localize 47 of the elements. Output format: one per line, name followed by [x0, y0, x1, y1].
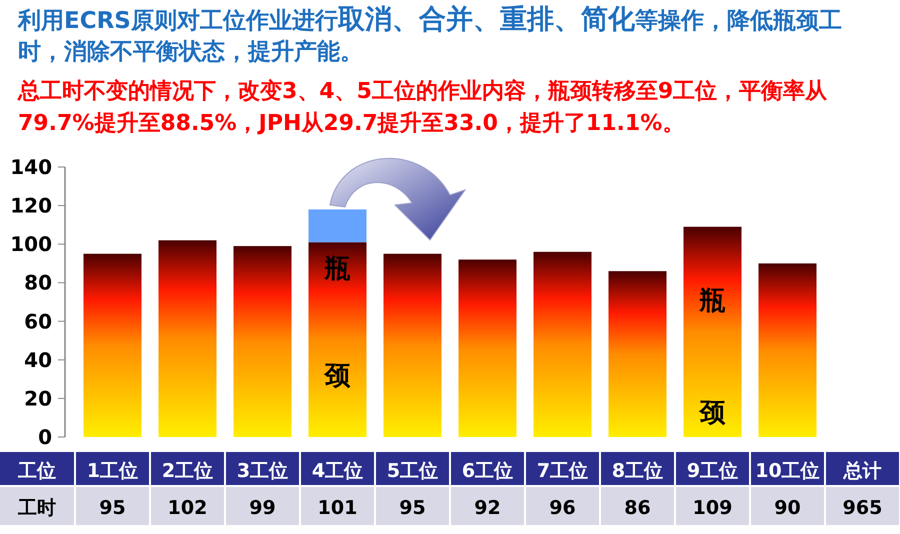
bar [684, 226, 742, 437]
text: 总计 [844, 460, 882, 482]
bar [384, 254, 442, 437]
y-tick-label: 140 [10, 155, 52, 179]
x-tick-label: 4工位 [312, 460, 364, 482]
chart-subtitle: 总工时不变的情况下，改变3、4、5工位的作业内容，瓶颈转移至9工位，平衡率从79.7%提升至88.5%，JPH从29.7提升至33.0，提升了11.1%。 [18, 78, 828, 138]
text: 965 [842, 497, 882, 519]
data-label: 109 [692, 497, 732, 519]
data-label: 95 [399, 497, 426, 519]
y-axis-title: 工时 [17, 497, 56, 519]
x-tick-label: 9工位 [686, 460, 738, 482]
annotation: 颈 [324, 361, 350, 391]
data-label: 96 [549, 497, 576, 519]
x-axis-title: 工位 [17, 460, 56, 482]
y-tick-label: 0 [38, 425, 52, 449]
x-tick-label: 5工位 [386, 460, 438, 482]
bar [234, 246, 292, 437]
annotation: 颈 [698, 398, 726, 428]
annotation: 瓶 [324, 254, 350, 284]
bar [458, 260, 516, 437]
bar [758, 263, 816, 437]
data-label: 95 [99, 497, 126, 519]
y-tick-label: 120 [10, 194, 52, 218]
x-tick-label: 7工位 [536, 460, 588, 482]
data-label: 102 [168, 497, 208, 519]
bar [608, 271, 666, 437]
chart-title: 利用ECRS原则对工位作业进行取消、合并、重排、简化等操作，降低瓶颈工时，消除不平衡状态，提升产能。 [18, 4, 842, 65]
data-label: 90 [774, 497, 801, 519]
y-tick-label: 100 [10, 232, 52, 256]
data-label: 92 [474, 497, 501, 519]
y-tick-label: 80 [24, 270, 52, 295]
bar [534, 252, 592, 437]
x-tick-label: 10工位 [755, 460, 820, 482]
y-tick-label: 20 [24, 386, 52, 410]
x-tick-label: 1工位 [86, 460, 138, 482]
y-tick-label: 60 [24, 309, 52, 334]
bar [84, 254, 142, 437]
data-label: 86 [624, 497, 651, 519]
x-tick-label: 3工位 [236, 460, 288, 482]
annotation: 瓶 [698, 286, 726, 316]
x-tick-label: 8工位 [612, 460, 664, 482]
x-tick-label: 2工位 [162, 460, 214, 482]
data-label: 101 [318, 497, 358, 519]
bar [158, 240, 216, 437]
y-tick-label: 40 [24, 348, 52, 372]
data-label: 99 [249, 497, 276, 519]
x-tick-label: 6工位 [462, 460, 514, 482]
